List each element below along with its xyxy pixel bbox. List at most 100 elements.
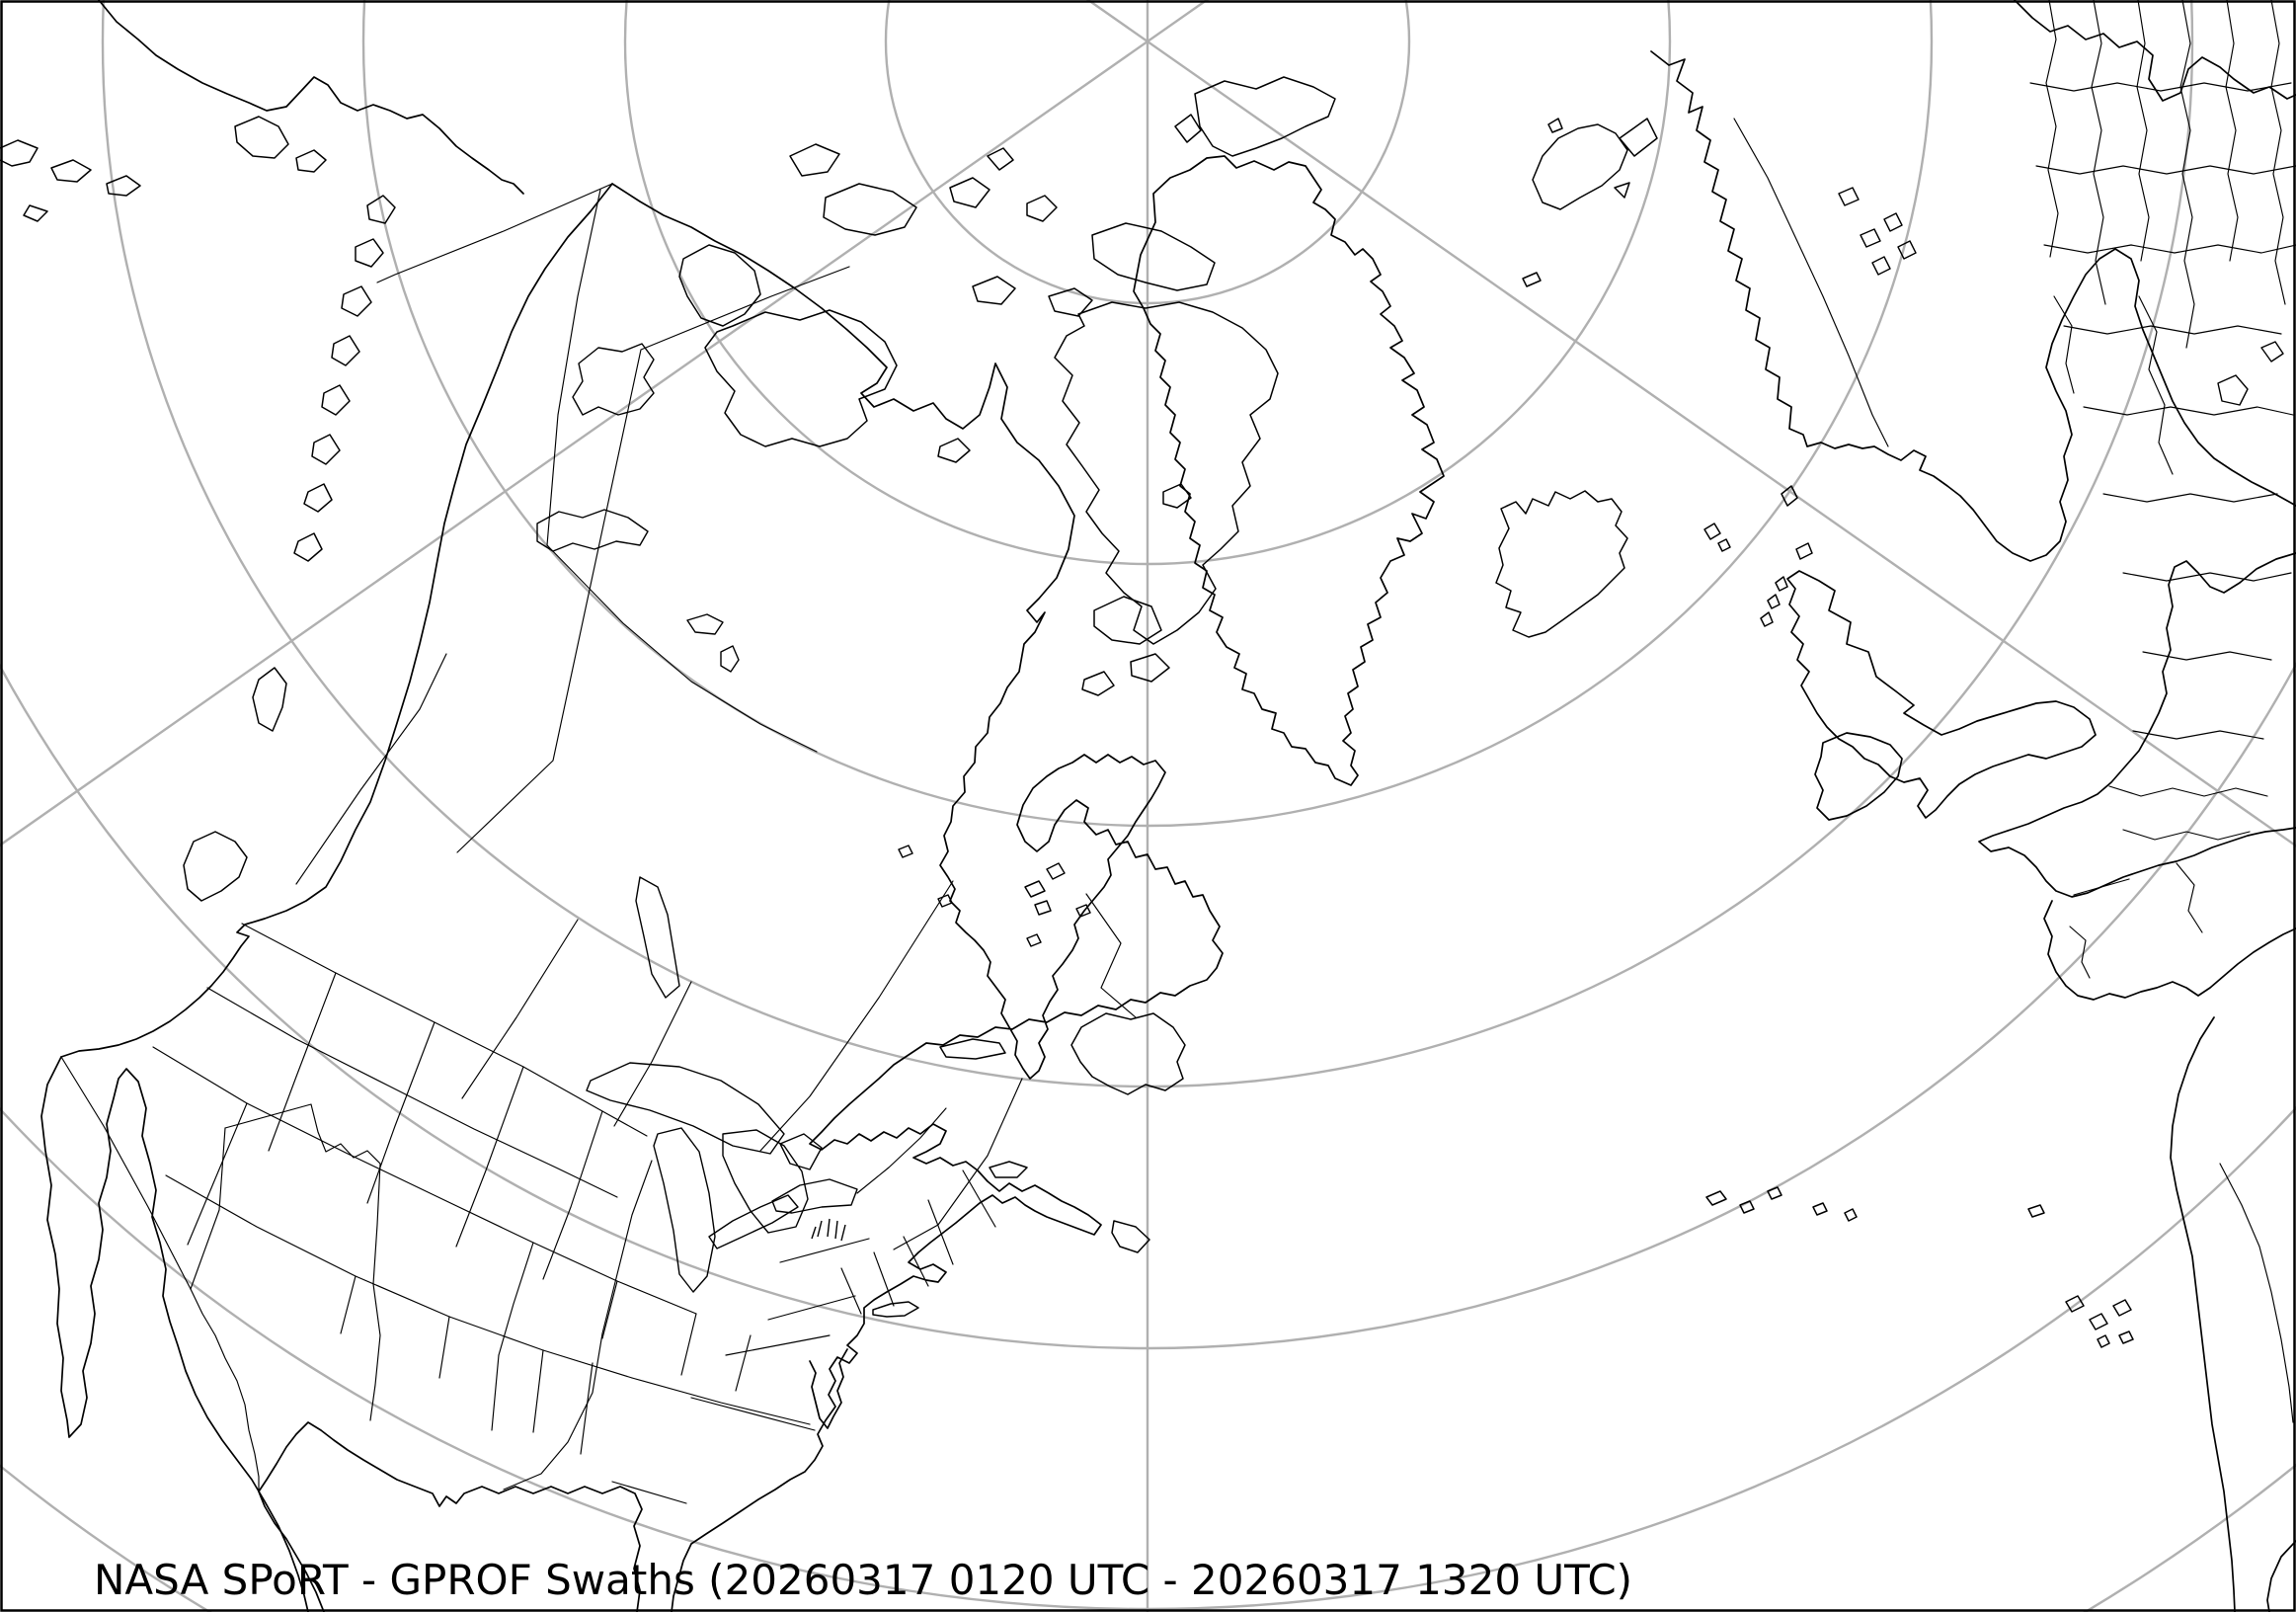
coastline-alaska-south [98, 0, 524, 195]
lake-winnipeg [635, 876, 680, 999]
border-pyrenees [2073, 878, 2130, 896]
island-vancouver [183, 831, 248, 902]
border-alberta-sask [461, 919, 579, 1099]
lakes-fennoscandia [1838, 187, 1917, 276]
border-ontario-quebec [893, 1078, 1023, 1250]
coastline-canada-mainland-east [611, 183, 1224, 1612]
island-long-island [872, 1301, 919, 1318]
lake-great-slave [536, 509, 649, 552]
border-norway-sweden [1733, 118, 1889, 447]
coastline-greenland [1133, 155, 1445, 786]
island-prince-of-wales [972, 276, 1016, 305]
border-bc-alberta [295, 653, 447, 885]
lake-reindeer [720, 645, 740, 673]
lake-huron [722, 1129, 823, 1234]
lake-great-bear [572, 343, 655, 416]
lake-athabasca [686, 613, 724, 635]
coastline-north-africa [2170, 1016, 2236, 1612]
island-cornwallis [1026, 195, 1058, 222]
island-bathurst [949, 147, 1014, 208]
coastline-africa-corner [2266, 1540, 2296, 1612]
island-banks [678, 244, 761, 327]
islands-haida-gwaii [252, 667, 287, 732]
island-anticosti [939, 1038, 1006, 1060]
coastlines-north-america [0, 0, 1224, 1612]
border-morocco-algeria [2219, 1163, 2294, 1423]
lake-ontario [771, 1178, 858, 1214]
island-king-william [937, 438, 971, 463]
borders-state-row-41n [152, 1046, 697, 1315]
islands-faroe [1703, 523, 1731, 552]
island-southampton [1093, 596, 1162, 645]
borders-southeast-states [491, 1238, 870, 1504]
islands-alexander-archipelago [293, 195, 396, 562]
borders-state-columns [187, 972, 697, 1433]
coastline-continental-europe-west [1978, 552, 2296, 898]
borders-russia-lattice-2 [2029, 82, 2296, 740]
borders-state-row-37n [165, 1174, 633, 1379]
island-kodiak [234, 116, 327, 173]
borders-russia-lattice-1 [2045, 0, 2286, 349]
lake-superior [586, 1062, 785, 1155]
coastlines-greenland-region [1133, 118, 1658, 786]
island-madeira [2027, 1204, 2045, 1218]
islands-azores [1705, 1186, 1858, 1222]
borders-northeast-states [840, 1169, 996, 1315]
border-nwt-nunavut [456, 266, 850, 853]
border-sweden-finland [2053, 295, 2075, 394]
coastlines-europe [1650, 0, 2296, 1612]
island-iceland [1495, 490, 1628, 638]
coastline-bc-panhandle-mainland [60, 183, 613, 1058]
islands-alaska-peninsula [0, 139, 141, 222]
borders-state-row-45n [206, 987, 618, 1198]
border-nwt-60n [546, 544, 818, 753]
lakes-quebec-specks [898, 845, 1091, 947]
island-baffin [1054, 301, 1279, 645]
island-newfoundland [1070, 1012, 1186, 1095]
border-yukon-nwt [546, 189, 601, 546]
islands-hebrides-orkney-shetland [1760, 485, 1813, 627]
finger-lakes [811, 1218, 846, 1242]
borders-central-europe [2108, 785, 2268, 933]
border-alaska-yukon [376, 183, 613, 283]
borders-north-america [60, 189, 1137, 1504]
lake-ladoga-onega [2217, 341, 2284, 406]
island-coats-mansel [1081, 653, 1170, 696]
coastline-norway-scandinavia [1650, 50, 2296, 562]
meridian-line [1085, 0, 2296, 847]
border-texas-panhandle [190, 1103, 381, 1421]
coastline-baja-gulf-california [40, 1056, 309, 1612]
island-pei [989, 1161, 1028, 1178]
border-finland-russia [2138, 295, 2174, 475]
island-devon [1091, 222, 1216, 291]
island-somerset [1048, 287, 1093, 317]
island-disko [1162, 483, 1192, 509]
border-us-mexico-west [60, 1056, 192, 1290]
coastline-ireland [1814, 732, 1903, 821]
island-ellesmere [1174, 76, 1336, 157]
coastline-gulf-of-mexico [258, 1421, 643, 1612]
lake-michigan [653, 1127, 716, 1293]
border-us-canada [241, 923, 648, 1137]
border-quebec-labrador [1085, 893, 1137, 1018]
islands-belcher [1024, 880, 1052, 916]
island-prince-patrick [789, 143, 840, 177]
coastline-white-sea [2014, 0, 2296, 102]
lake-erie [708, 1194, 799, 1249]
islands-canadian-arctic [678, 76, 1336, 916]
river-mississippi [503, 1160, 653, 1491]
caption-text: NASA SPoRT - GPROF Swaths (20260317 0120… [94, 1556, 1632, 1604]
islands-canary [2065, 1295, 2134, 1348]
border-us-canada-east [856, 1107, 947, 1194]
coastline-iberia [2043, 900, 2296, 1001]
border-rio-grande [190, 1288, 260, 1492]
island-cape-breton [1111, 1220, 1150, 1253]
border-sask-manitoba [613, 981, 692, 1127]
coastline-great-britain [1786, 570, 2097, 819]
islands-svalbard [1532, 118, 1658, 210]
island-victoria [704, 309, 898, 447]
